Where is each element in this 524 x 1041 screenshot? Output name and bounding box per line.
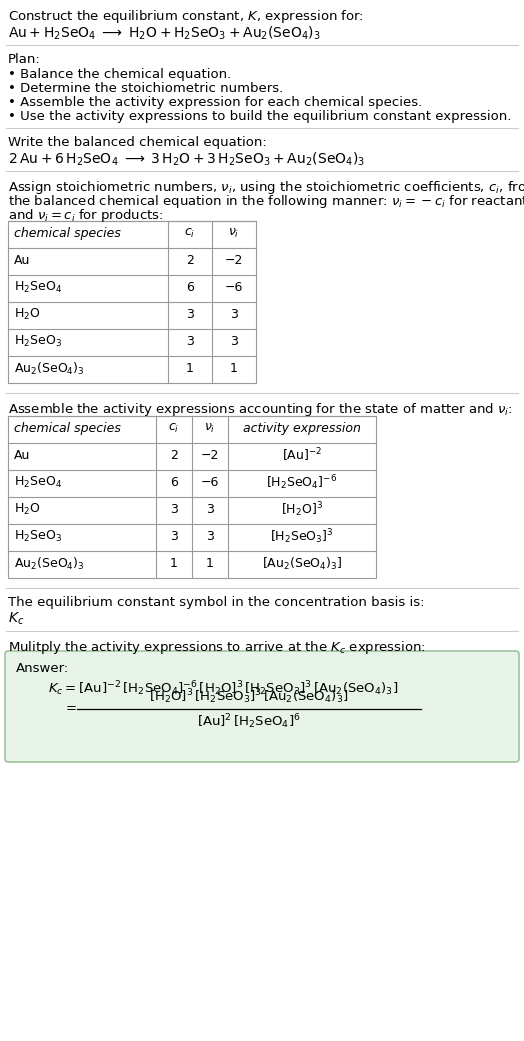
Text: Au: Au (14, 449, 30, 462)
Text: 1: 1 (170, 557, 178, 570)
Text: $\mathrm{H_2O}$: $\mathrm{H_2O}$ (14, 502, 40, 517)
Text: $c_i$: $c_i$ (168, 422, 180, 435)
Text: $\mathrm{H_2SeO_4}$: $\mathrm{H_2SeO_4}$ (14, 475, 62, 490)
Text: • Assemble the activity expression for each chemical species.: • Assemble the activity expression for e… (8, 96, 422, 109)
Text: $=$: $=$ (63, 701, 77, 713)
Text: $[\mathrm{H_2O}]^3$: $[\mathrm{H_2O}]^3$ (281, 500, 323, 518)
Text: $\mathrm{H_2SeO_4}$: $\mathrm{H_2SeO_4}$ (14, 280, 62, 295)
Text: −6: −6 (225, 281, 243, 294)
Text: $[\mathrm{Au}]^{-2}$: $[\mathrm{Au}]^{-2}$ (282, 447, 322, 464)
Text: • Balance the chemical equation.: • Balance the chemical equation. (8, 68, 231, 81)
Text: 1: 1 (186, 362, 194, 375)
Text: 2: 2 (186, 254, 194, 266)
Text: $\mathrm{Au_2(SeO_4)_3}$: $\mathrm{Au_2(SeO_4)_3}$ (14, 360, 85, 377)
Text: 3: 3 (206, 530, 214, 543)
Text: $\mathrm{H_2SeO_3}$: $\mathrm{H_2SeO_3}$ (14, 529, 62, 544)
Text: the balanced chemical equation in the following manner: $\nu_i = -c_i$ for react: the balanced chemical equation in the fo… (8, 193, 524, 210)
Text: $c_i$: $c_i$ (184, 227, 195, 240)
Text: $\mathrm{H_2O}$: $\mathrm{H_2O}$ (14, 307, 40, 322)
Text: Answer:: Answer: (16, 662, 69, 675)
Text: $\nu_i$: $\nu_i$ (204, 422, 216, 435)
Text: −6: −6 (201, 476, 219, 489)
Text: chemical species: chemical species (14, 227, 121, 240)
Text: 1: 1 (230, 362, 238, 375)
Text: activity expression: activity expression (243, 422, 361, 435)
Text: $[\mathrm{H_2O}]^3\,[\mathrm{H_2SeO_3}]^3\,[\mathrm{Au_2(SeO_4)_3}]$: $[\mathrm{H_2O}]^3\,[\mathrm{H_2SeO_3}]^… (149, 687, 348, 706)
Text: Write the balanced chemical equation:: Write the balanced chemical equation: (8, 136, 267, 149)
Text: $[\mathrm{Au}]^2\,[\mathrm{H_2SeO_4}]^6$: $[\mathrm{Au}]^2\,[\mathrm{H_2SeO_4}]^6$ (197, 712, 301, 731)
Text: The equilibrium constant symbol in the concentration basis is:: The equilibrium constant symbol in the c… (8, 596, 424, 609)
Text: Assemble the activity expressions accounting for the state of matter and $\nu_i$: Assemble the activity expressions accoun… (8, 401, 512, 418)
Text: Plan:: Plan: (8, 53, 41, 66)
Text: 3: 3 (230, 308, 238, 321)
Text: −2: −2 (225, 254, 243, 266)
Text: $K_c = [\mathrm{Au}]^{-2}\,[\mathrm{H_2SeO_4}]^{-6}\,[\mathrm{H_2O}]^3\,[\mathrm: $K_c = [\mathrm{Au}]^{-2}\,[\mathrm{H_2S… (48, 679, 398, 697)
Text: $\mathrm{Au} + \mathrm{H_2SeO_4} \;\longrightarrow\; \mathrm{H_2O} + \mathrm{H_2: $\mathrm{Au} + \mathrm{H_2SeO_4} \;\long… (8, 25, 321, 43)
Text: Assign stoichiometric numbers, $\nu_i$, using the stoichiometric coefficients, $: Assign stoichiometric numbers, $\nu_i$, … (8, 179, 524, 196)
Text: 6: 6 (170, 476, 178, 489)
Bar (8, 416, 376, 578)
Text: $K_c$: $K_c$ (8, 611, 24, 628)
Text: −2: −2 (201, 449, 219, 462)
Text: $[\mathrm{H_2SeO_4}]^{-6}$: $[\mathrm{H_2SeO_4}]^{-6}$ (266, 474, 337, 491)
Text: 2: 2 (170, 449, 178, 462)
Text: 3: 3 (186, 335, 194, 348)
Text: Au: Au (14, 254, 30, 266)
Text: • Determine the stoichiometric numbers.: • Determine the stoichiometric numbers. (8, 82, 283, 95)
Text: 3: 3 (230, 335, 238, 348)
Text: and $\nu_i = c_i$ for products:: and $\nu_i = c_i$ for products: (8, 207, 163, 224)
Text: 3: 3 (170, 503, 178, 516)
Text: $[\mathrm{Au_2(SeO_4)_3}]$: $[\mathrm{Au_2(SeO_4)_3}]$ (262, 556, 342, 572)
FancyBboxPatch shape (5, 651, 519, 762)
Text: 6: 6 (186, 281, 194, 294)
Text: 3: 3 (170, 530, 178, 543)
Text: $\nu_i$: $\nu_i$ (228, 227, 239, 240)
Text: $\mathrm{Au_2(SeO_4)_3}$: $\mathrm{Au_2(SeO_4)_3}$ (14, 556, 85, 572)
Text: chemical species: chemical species (14, 422, 121, 435)
Text: Construct the equilibrium constant, $K$, expression for:: Construct the equilibrium constant, $K$,… (8, 8, 364, 25)
Bar (8, 221, 256, 383)
Text: • Use the activity expressions to build the equilibrium constant expression.: • Use the activity expressions to build … (8, 110, 511, 123)
Text: $[\mathrm{H_2SeO_3}]^3$: $[\mathrm{H_2SeO_3}]^3$ (270, 527, 334, 545)
Text: 3: 3 (186, 308, 194, 321)
Text: $2\,\mathrm{Au} + 6\,\mathrm{H_2SeO_4} \;\longrightarrow\; 3\,\mathrm{H_2O} + 3\: $2\,\mathrm{Au} + 6\,\mathrm{H_2SeO_4} \… (8, 151, 365, 169)
Text: Mulitply the activity expressions to arrive at the $K_c$ expression:: Mulitply the activity expressions to arr… (8, 639, 426, 656)
Text: 3: 3 (206, 503, 214, 516)
Text: $\mathrm{H_2SeO_3}$: $\mathrm{H_2SeO_3}$ (14, 334, 62, 349)
Text: 1: 1 (206, 557, 214, 570)
